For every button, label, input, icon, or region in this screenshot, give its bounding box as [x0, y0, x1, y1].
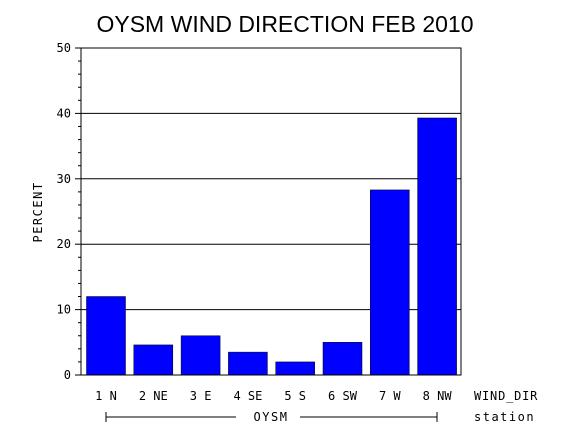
x-tick-label: 6 SW [328, 389, 358, 403]
x-axis-label: WIND_DIR [474, 389, 538, 403]
x-axis-tick-labels: 1 N 2 NE 3 E 4 SE 5 S 6 SW 7 W 8 NW [95, 389, 452, 403]
plot-frame [80, 47, 462, 376]
bar-8-nw [417, 117, 457, 376]
x-tick-label: 4 SE [233, 389, 262, 403]
bar-3-e [180, 335, 221, 376]
x-tick-label: 8 NW [423, 389, 453, 403]
bar-2-ne [133, 344, 174, 376]
x-tick-label: 3 E [190, 389, 212, 403]
y-axis-label: PERCENT [31, 181, 45, 242]
x-tick-label: 5 S [284, 389, 306, 403]
bar-6-sw [322, 342, 363, 376]
y-tick-label: 10 [57, 303, 71, 317]
group-label: OYSM [254, 410, 289, 424]
y-tick-label: 0 [64, 368, 71, 382]
y-axis-ticks: 0 10 20 30 40 50 [57, 41, 81, 382]
x-tick-label: 7 W [379, 389, 401, 403]
x-tick-label: 2 NE [139, 389, 168, 403]
bars [86, 117, 457, 376]
group-axis-label: station [474, 410, 535, 424]
bar-5-s [275, 361, 315, 376]
y-tick-label: 30 [57, 172, 71, 186]
bar-4-se [228, 351, 268, 376]
y-tick-label: 50 [57, 41, 71, 55]
bar-1-n [86, 296, 126, 376]
bar-7-w [370, 189, 410, 376]
y-tick-label: 20 [57, 237, 71, 251]
x-tick-label: 1 N [95, 389, 117, 403]
chart-title: OYSM WIND DIRECTION FEB 2010 [96, 11, 473, 37]
y-tick-label: 40 [57, 106, 71, 120]
